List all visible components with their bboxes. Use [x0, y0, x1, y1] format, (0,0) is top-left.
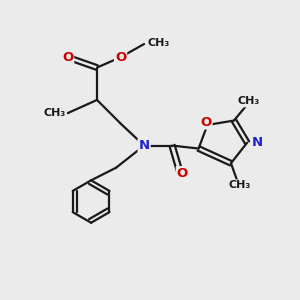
Text: CH₃: CH₃	[44, 108, 66, 118]
Text: N: N	[139, 139, 150, 152]
Text: CH₃: CH₃	[147, 38, 169, 47]
Text: O: O	[200, 116, 211, 128]
Text: N: N	[252, 136, 263, 149]
Text: O: O	[115, 51, 126, 64]
Text: O: O	[177, 167, 188, 180]
Text: CH₃: CH₃	[229, 180, 251, 190]
Text: O: O	[62, 51, 73, 64]
Text: CH₃: CH₃	[238, 96, 260, 106]
